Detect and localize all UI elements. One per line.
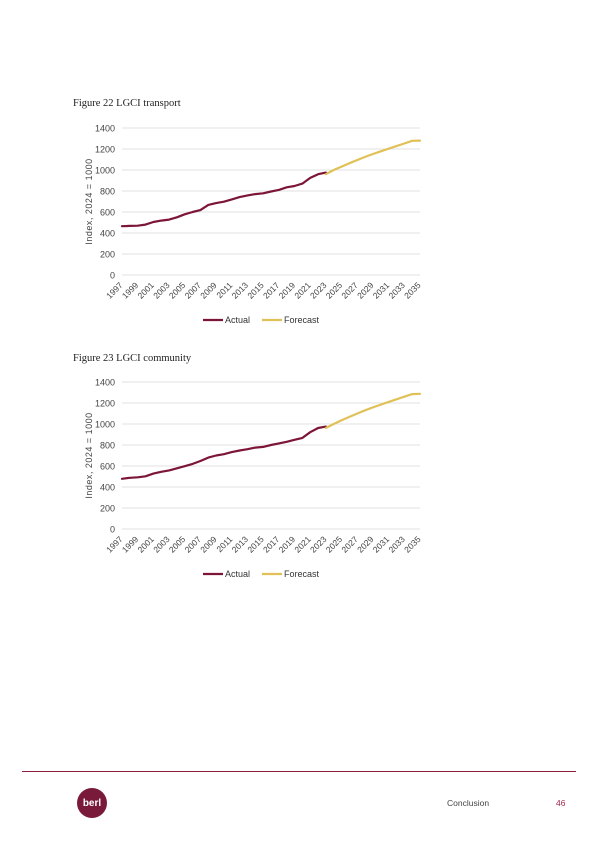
series-line-actual	[120, 425, 327, 480]
x-tick-label: 2035	[402, 280, 423, 301]
y-tick-label: 1400	[95, 124, 115, 134]
y-tick-label: 1200	[95, 399, 115, 409]
y-tick-label: 1000	[95, 166, 115, 176]
series-line-actual	[120, 171, 327, 228]
y-tick-label: 600	[100, 208, 115, 218]
x-tick-label: 2035	[402, 534, 423, 555]
y-tick-label: 800	[100, 187, 115, 197]
y-tick-label: 200	[100, 504, 115, 514]
chart-svg: 0200400600800100012001400199719992001200…	[84, 124, 423, 326]
y-tick-label: 600	[100, 462, 115, 472]
y-axis-label: Index, 2024 = 1000	[84, 158, 94, 244]
y-tick-label: 1200	[95, 145, 115, 155]
y-tick-label: 400	[100, 483, 115, 493]
legend-label: Actual	[225, 569, 250, 579]
footer-section-label: Conclusion	[447, 798, 490, 808]
y-tick-label: 1000	[95, 420, 115, 430]
legend-label: Forecast	[284, 569, 320, 579]
y-tick-label: 0	[110, 525, 115, 535]
chart-community: 0 200 400 600 800 1000 1200 1400 1997 1999 2001 200…	[70, 372, 440, 602]
legend-label: Forecast	[284, 315, 320, 325]
series-line-forecast	[324, 139, 422, 176]
legend-label: Actual	[225, 315, 250, 325]
y-axis-label: Index, 2024 = 1000	[84, 412, 94, 498]
y-tick-label: 200	[100, 250, 115, 260]
y-tick-label: 0	[110, 271, 115, 281]
footer-divider	[22, 771, 576, 772]
figure-23-title: Figure 23 LGCI community	[73, 353, 192, 364]
page-number: 46	[556, 798, 566, 808]
y-tick-label: 800	[100, 441, 115, 451]
figure-22-title: Figure 22 LGCI transport	[73, 98, 181, 109]
x-tick-label: 2011	[214, 534, 234, 554]
chart-svg: 0200400600800100012001400199719992001200…	[84, 378, 423, 580]
y-tick-label: 400	[100, 229, 115, 239]
berl-logo: berl	[77, 788, 107, 818]
y-tick-label: 1400	[95, 378, 115, 388]
series-line-forecast	[324, 392, 422, 430]
x-tick-label: 2011	[214, 280, 234, 300]
chart-transport: 0 200 400 600 800 1000 1200 1400 1997 1999 2001 200…	[70, 118, 440, 348]
